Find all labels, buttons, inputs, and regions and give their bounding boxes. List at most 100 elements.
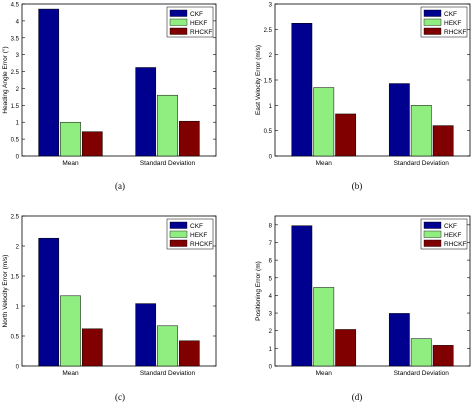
panel-d: 0 1 2 3 4 5 6 7 8 Positioning Error (m) Mean Standa…: [255, 215, 471, 377]
legend-label-d-2: RHCKF: [444, 241, 466, 248]
y-tick-label-c-4: 2: [16, 245, 20, 251]
bar-c-hekf-0: [60, 295, 81, 367]
y-tick-label-c-2: 1: [16, 305, 20, 311]
y-tick-label-c-0: 0: [16, 365, 20, 371]
bar-d-ckf-1: [388, 313, 410, 367]
caption-b: (b): [352, 181, 363, 191]
bar-b-ckf-0: [291, 23, 313, 157]
y-tick-label-b-2: 1: [269, 104, 273, 110]
y-tick-label-c-3: 1.5: [11, 275, 20, 281]
bar-c-ckf-0: [38, 237, 60, 367]
plot-area-c: [21, 215, 217, 367]
x-tick-label-c-1: Standard Deviation: [140, 370, 196, 377]
bar-b-rhckf-0: [335, 113, 357, 157]
caption-c: (c): [115, 392, 125, 402]
legend-swatch-c-2: [169, 239, 188, 247]
bar-a-rhckf-1: [178, 120, 200, 157]
panel-c: 0 0.5 1 1.5 2 2.5 North Velocity Error (m/s) Me…: [2, 215, 217, 377]
legend-swatch-c-1: [169, 230, 188, 238]
y-tick-label-b-1: 0.5: [264, 129, 273, 135]
y-tick-label-b-3: 1.5: [264, 79, 273, 85]
y-tick-label-d-2: 2: [269, 329, 273, 335]
y-axis-label-b: East Velocity Error (m/s): [255, 45, 262, 115]
caption-a: (a): [115, 181, 125, 191]
bar-d-hekf-1: [410, 338, 432, 367]
y-tick-label-a-4: 2: [16, 87, 20, 93]
y-tick-label-b-5: 2.5: [264, 28, 273, 34]
legend-swatch-c-0: [169, 221, 188, 229]
legend-label-d-0: CKF: [444, 223, 457, 230]
x-tick-label-c-0: Mean: [62, 370, 79, 377]
panel-a: 0 0.5 1 1.5 2 2.5 3 3.5 4 4.5 Heading Angle Error …: [1, 3, 217, 167]
legend-label-a-2: RHCKF: [190, 29, 212, 36]
legend-label-b-0: CKF: [444, 11, 457, 18]
bar-a-hekf-0: [60, 121, 81, 157]
y-tick-label-c-1: 0.5: [11, 335, 20, 341]
bar-c-rhckf-0: [81, 328, 103, 367]
legend-label-b-1: HEKF: [444, 20, 461, 27]
legend-label-c-2: RHCKF: [190, 241, 212, 248]
bar-d-rhckf-0: [335, 329, 357, 367]
caption-d: (d): [352, 392, 363, 402]
legend-swatch-d-0: [423, 221, 442, 229]
bar-c-hekf-1: [157, 325, 178, 367]
bar-c-ckf-1: [135, 303, 157, 367]
bar-a-rhckf-0: [81, 131, 103, 157]
y-tick-label-d-8: 8: [269, 223, 273, 229]
y-tick-label-a-3: 1.5: [11, 104, 20, 110]
x-tick-label-a-1: Standard Deviation: [140, 160, 196, 167]
x-tick-label-d-1: Standard Deviation: [394, 370, 450, 377]
y-tick-label-a-0: 0: [16, 155, 20, 161]
y-tick-label-b-0: 0: [269, 155, 273, 161]
y-tick-label-a-7: 3.5: [11, 36, 20, 42]
y-axis-label-a: Heading Angle Error (°): [1, 46, 9, 113]
y-tick-label-b-4: 2: [269, 53, 273, 59]
bar-b-hekf-0: [313, 87, 335, 157]
legend-label-a-1: HEKF: [190, 20, 207, 27]
bar-b-ckf-1: [388, 83, 410, 157]
bar-d-rhckf-1: [432, 345, 454, 367]
panel-b: 0 0.5 1 1.5 2 2.5 3 East Velocity Error (m/s) Me…: [255, 3, 471, 167]
legend-swatch-d-1: [423, 230, 442, 238]
legend-label-c-1: HEKF: [190, 232, 207, 239]
legend-swatch-d-2: [423, 239, 442, 247]
legend-swatch-a-1: [169, 18, 188, 26]
bar-a-ckf-1: [135, 67, 157, 157]
y-tick-label-a-2: 1: [16, 121, 20, 127]
legend-label-d-1: HEKF: [444, 232, 461, 239]
bar-d-hekf-0: [313, 287, 335, 367]
y-tick-label-d-0: 0: [269, 365, 273, 371]
legend-label-a-0: CKF: [190, 11, 203, 18]
plot-area-d: [274, 215, 471, 367]
legend-swatch-b-1: [423, 18, 442, 26]
legend-swatch-a-0: [169, 9, 188, 17]
bar-a-hekf-1: [157, 94, 178, 157]
x-tick-label-b-0: Mean: [316, 160, 333, 167]
y-axis-label-c: North Velocity Error (m/s): [2, 255, 9, 328]
y-tick-label-d-6: 6: [269, 259, 273, 265]
y-tick-label-a-1: 0.5: [11, 138, 20, 144]
y-tick-label-c-5: 2.5: [11, 215, 20, 221]
y-tick-label-a-6: 3: [16, 53, 20, 59]
y-tick-label-b-6: 3: [269, 3, 273, 9]
y-tick-label-a-8: 4: [16, 19, 20, 25]
y-tick-label-d-3: 3: [269, 312, 273, 318]
legend-swatch-a-2: [169, 27, 188, 35]
x-tick-label-a-0: Mean: [62, 160, 79, 167]
bar-b-hekf-1: [410, 105, 432, 157]
y-tick-label-a-9: 4.5: [11, 3, 20, 9]
legend-swatch-b-0: [423, 9, 442, 17]
plot-area-a: [21, 3, 217, 157]
x-tick-label-b-1: Standard Deviation: [394, 160, 450, 167]
y-tick-label-d-7: 7: [269, 241, 273, 247]
bar-c-rhckf-1: [178, 340, 200, 367]
bar-d-ckf-0: [291, 225, 313, 367]
y-tick-label-d-4: 4: [269, 294, 273, 300]
bar-b-rhckf-1: [432, 125, 454, 157]
y-axis-label-d: Positioning Error (m): [255, 261, 262, 321]
bar-a-ckf-0: [38, 8, 60, 157]
x-tick-label-d-0: Mean: [316, 370, 333, 377]
y-tick-label-d-5: 5: [269, 276, 273, 282]
legend-swatch-b-2: [423, 27, 442, 35]
